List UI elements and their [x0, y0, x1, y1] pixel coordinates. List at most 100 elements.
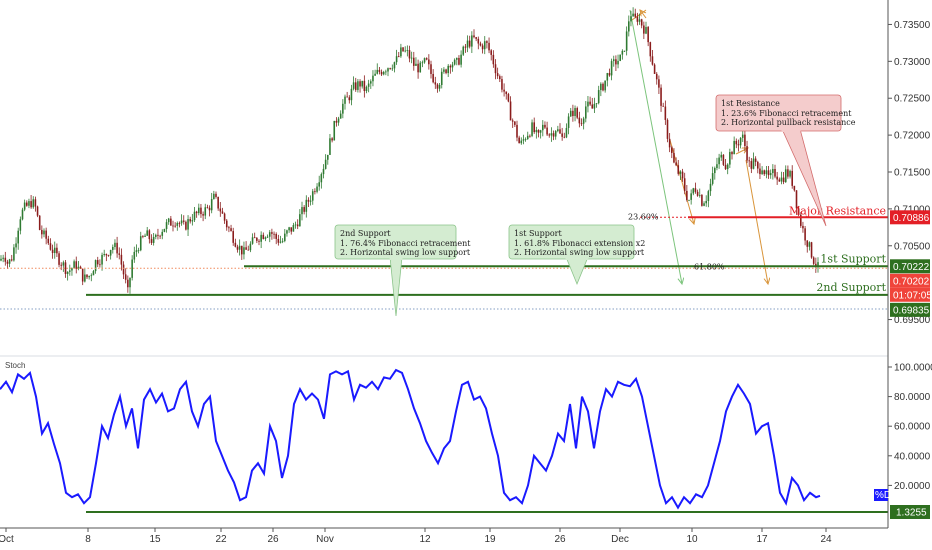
candle-body — [449, 65, 452, 68]
candle-body — [451, 64, 454, 68]
candle-body — [208, 207, 211, 211]
candle-body — [241, 245, 243, 255]
candle-body — [640, 19, 643, 26]
time-tick-label: Oct — [0, 534, 14, 545]
candle-body — [466, 40, 469, 48]
candle-body — [413, 57, 415, 66]
candle-body — [4, 257, 7, 262]
price-pane[interactable]: Major Resistance 1st Support 2nd Support 23… — [0, 7, 888, 317]
second-support-callout-line: 2. Horizontal swing low support — [340, 248, 471, 257]
countdown-badge-box — [890, 287, 930, 302]
candle-body — [647, 27, 649, 43]
candle-body — [595, 103, 598, 104]
price-axis[interactable]: 0.73500 0.73000 0.72500 0.72000 0.71500 0.710… — [887, 0, 931, 528]
candle-body — [256, 237, 258, 241]
candle-body — [406, 50, 409, 51]
candle-body — [703, 203, 705, 206]
countdown-badge-label: 01:07:05 — [893, 290, 932, 301]
candle-body — [311, 191, 314, 201]
candle-body — [101, 254, 103, 265]
candle-body — [759, 168, 761, 175]
candle-body — [219, 208, 222, 212]
candle-body — [529, 135, 531, 137]
time-axis[interactable]: Oct 8 15 22 26 Nov 12 19 26 Dec 10 17 24 — [0, 527, 888, 545]
candle-body — [720, 154, 723, 158]
candle-body — [724, 164, 727, 170]
candle-body — [28, 201, 30, 206]
time-tick-label: 12 — [419, 534, 431, 545]
candle-body — [352, 82, 355, 89]
candle-body — [176, 222, 179, 226]
candle-body — [797, 208, 800, 215]
candle-body — [253, 237, 256, 239]
candle-body — [307, 199, 310, 202]
candle-body — [741, 134, 744, 138]
candle-body — [531, 122, 533, 136]
candle-body — [13, 247, 15, 261]
resistance-callout-join — [781, 129, 801, 132]
candle-body — [86, 274, 88, 278]
candle-body — [548, 134, 551, 136]
candle-body — [539, 130, 542, 133]
candle-body — [576, 108, 578, 118]
candle-body — [32, 199, 35, 208]
candle-body — [475, 37, 477, 39]
candle-body — [490, 50, 492, 55]
candle-body — [187, 219, 189, 230]
candle-body — [589, 101, 591, 105]
candle-body — [103, 254, 105, 255]
candle-body — [122, 264, 125, 275]
candle-body — [223, 213, 226, 221]
candle-body — [462, 46, 465, 55]
candle-body — [453, 59, 456, 65]
candle-body — [337, 118, 340, 123]
candle-body — [593, 103, 596, 109]
candle-body — [483, 41, 486, 50]
candle-body — [277, 238, 280, 243]
candle-body — [120, 254, 123, 265]
candle-body — [726, 164, 729, 170]
resistance-callout-line: 1. 23.6% Fibonacci retracement — [721, 109, 852, 118]
candle-body — [518, 137, 520, 144]
stoch-level-box — [890, 505, 930, 519]
candle-body — [400, 47, 402, 57]
candle-body — [378, 69, 381, 72]
candle-body — [275, 233, 277, 239]
stochastic-pane[interactable]: Stoch — [0, 361, 888, 513]
price-tick-label: 0.70500 — [894, 241, 931, 252]
candle-body — [496, 73, 499, 77]
candle-body — [733, 140, 735, 155]
candle-body — [681, 171, 684, 179]
candle-body — [722, 154, 725, 165]
candle-body — [729, 152, 731, 165]
candle-body — [404, 50, 406, 52]
stoch-tick-label: 60.0000 — [894, 422, 931, 433]
candle-body — [587, 101, 589, 107]
candle-body — [202, 214, 204, 216]
candle-body — [51, 249, 54, 254]
candle-body — [810, 242, 813, 258]
price-tick-label: 0.72000 — [894, 131, 931, 142]
candle-body — [73, 261, 75, 269]
stoch-axis[interactable]: 100.0000 80.0000 60.0000 40.0000 20.0000 — [888, 363, 932, 492]
candle-body — [165, 222, 168, 229]
candle-body — [610, 61, 613, 76]
candle-body — [279, 241, 282, 243]
candle-body — [711, 173, 714, 184]
time-tick-label: 15 — [149, 534, 161, 545]
candle-body — [709, 183, 712, 192]
second-support-badge-box — [890, 302, 930, 317]
candle-body — [714, 168, 716, 174]
candle-body — [774, 169, 776, 177]
candle-body — [419, 62, 422, 73]
candle-body — [10, 259, 13, 261]
candle-body — [561, 133, 563, 137]
candle-body — [348, 97, 351, 101]
resistance-callout-line: 2. Horizontal pullback resistance — [721, 118, 856, 127]
candle-body — [236, 246, 239, 250]
candle-body — [537, 129, 540, 133]
candle-body — [71, 268, 73, 271]
resistance-callout-box — [715, 94, 842, 132]
candle-body — [79, 266, 82, 269]
candle-body — [99, 264, 101, 266]
